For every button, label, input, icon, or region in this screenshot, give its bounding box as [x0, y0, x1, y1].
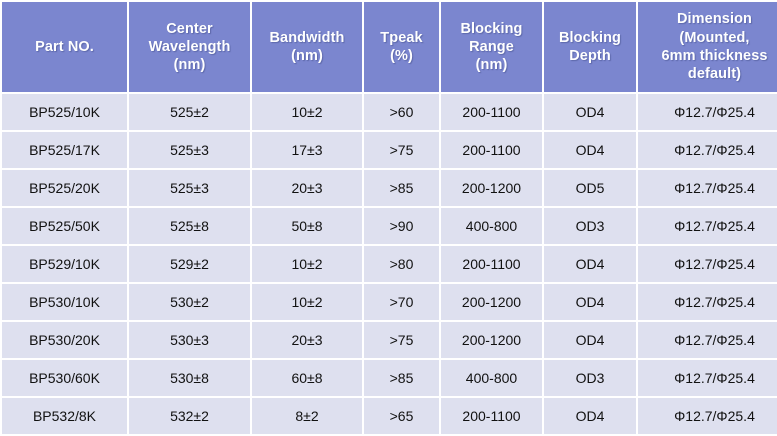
cell-bandwidth: 20±3: [252, 170, 362, 206]
column-header-part_no: Part NO.: [2, 2, 127, 92]
cell-center_wavelength: 532±2: [129, 398, 250, 434]
column-header-tpeak: Tpeak (%): [364, 2, 439, 92]
table-row: BP525/17K 525±3 17±3 >75 200-1100 OD4 Φ12.7/Φ2…: [2, 132, 777, 168]
cell-bandwidth: 10±2: [252, 284, 362, 320]
cell-dimension: Φ12.7/Φ25.4: [638, 246, 777, 282]
cell-blocking_range: 200-1200: [441, 284, 542, 320]
cell-blocking_depth: OD4: [544, 398, 636, 434]
cell-bandwidth: 60±8: [252, 360, 362, 396]
cell-tpeak: >85: [364, 360, 439, 396]
cell-bandwidth: 20±3: [252, 322, 362, 358]
table-row: BP530/60K 530±8 60±8 >85 400-800 OD3 Φ12.7/Φ25…: [2, 360, 777, 396]
cell-blocking_range: 400-800: [441, 208, 542, 244]
table-row: BP525/50K 525±8 50±8 >90 400-800 OD3 Φ12.7/Φ25…: [2, 208, 777, 244]
cell-part_no: BP525/17K: [2, 132, 127, 168]
table-row: BP530/10K 530±2 10±2 >70 200-1200 OD4 Φ12.7/Φ2…: [2, 284, 777, 320]
cell-bandwidth: 50±8: [252, 208, 362, 244]
cell-part_no: BP530/60K: [2, 360, 127, 396]
column-header-blocking_depth: Blocking Depth: [544, 2, 636, 92]
cell-bandwidth: 8±2: [252, 398, 362, 434]
cell-bandwidth: 17±3: [252, 132, 362, 168]
cell-tpeak: >70: [364, 284, 439, 320]
cell-blocking_range: 200-1200: [441, 322, 542, 358]
cell-dimension: Φ12.7/Φ25.4: [638, 208, 777, 244]
cell-dimension: Φ12.7/Φ25.4: [638, 398, 777, 434]
table-row: BP529/10K 529±2 10±2 >80 200-1100 OD4 Φ12.7/Φ2…: [2, 246, 777, 282]
table-body: BP525/10K 525±2 10±2 >60 200-1100 OD4 Φ12.7/Φ2…: [2, 94, 777, 434]
cell-blocking_depth: OD5: [544, 170, 636, 206]
cell-tpeak: >65: [364, 398, 439, 434]
cell-blocking_depth: OD4: [544, 246, 636, 282]
table-row: BP532/8K 532±2 8±2 >65 200-1100 OD4 Φ12.7/Φ25.…: [2, 398, 777, 434]
column-header-blocking_range: Blocking Range (nm): [441, 2, 542, 92]
table-row: BP530/20K 530±3 20±3 >75 200-1200 OD4 Φ12.7/Φ2…: [2, 322, 777, 358]
cell-part_no: BP529/10K: [2, 246, 127, 282]
cell-tpeak: >85: [364, 170, 439, 206]
cell-center_wavelength: 525±8: [129, 208, 250, 244]
cell-dimension: Φ12.7/Φ25.4: [638, 94, 777, 130]
cell-blocking_range: 200-1100: [441, 246, 542, 282]
cell-bandwidth: 10±2: [252, 94, 362, 130]
cell-dimension: Φ12.7/Φ25.4: [638, 132, 777, 168]
cell-bandwidth: 10±2: [252, 246, 362, 282]
cell-center_wavelength: 525±2: [129, 94, 250, 130]
table-header: Part NO. Center Wavelength (nm) Bandwidth (nm…: [2, 2, 777, 92]
cell-tpeak: >75: [364, 132, 439, 168]
column-header-bandwidth: Bandwidth (nm): [252, 2, 362, 92]
cell-part_no: BP530/20K: [2, 322, 127, 358]
table-row: BP525/10K 525±2 10±2 >60 200-1100 OD4 Φ12.7/Φ2…: [2, 94, 777, 130]
cell-dimension: Φ12.7/Φ25.4: [638, 360, 777, 396]
cell-center_wavelength: 529±2: [129, 246, 250, 282]
cell-tpeak: >80: [364, 246, 439, 282]
column-header-dimension: Dimension (Mounted, 6mm thickness default): [638, 2, 777, 92]
cell-blocking_depth: OD4: [544, 94, 636, 130]
cell-center_wavelength: 525±3: [129, 170, 250, 206]
cell-part_no: BP525/20K: [2, 170, 127, 206]
cell-blocking_range: 200-1100: [441, 398, 542, 434]
cell-blocking_depth: OD4: [544, 284, 636, 320]
cell-center_wavelength: 525±3: [129, 132, 250, 168]
cell-tpeak: >60: [364, 94, 439, 130]
cell-dimension: Φ12.7/Φ25.4: [638, 284, 777, 320]
cell-blocking_depth: OD3: [544, 208, 636, 244]
cell-blocking_range: 200-1100: [441, 132, 542, 168]
cell-blocking_range: 200-1200: [441, 170, 542, 206]
cell-blocking_range: 200-1100: [441, 94, 542, 130]
cell-blocking_depth: OD4: [544, 322, 636, 358]
cell-part_no: BP532/8K: [2, 398, 127, 434]
cell-tpeak: >90: [364, 208, 439, 244]
cell-blocking_depth: OD4: [544, 132, 636, 168]
cell-blocking_range: 400-800: [441, 360, 542, 396]
cell-center_wavelength: 530±2: [129, 284, 250, 320]
cell-part_no: BP525/50K: [2, 208, 127, 244]
cell-dimension: Φ12.7/Φ25.4: [638, 170, 777, 206]
column-header-center_wavelength: Center Wavelength (nm): [129, 2, 250, 92]
cell-center_wavelength: 530±3: [129, 322, 250, 358]
cell-blocking_depth: OD3: [544, 360, 636, 396]
table-row: BP525/20K 525±3 20±3 >85 200-1200 OD5 Φ12.7/Φ2…: [2, 170, 777, 206]
cell-part_no: BP525/10K: [2, 94, 127, 130]
cell-tpeak: >75: [364, 322, 439, 358]
cell-part_no: BP530/10K: [2, 284, 127, 320]
table-header-row: Part NO. Center Wavelength (nm) Bandwidth (nm…: [2, 2, 777, 92]
cell-center_wavelength: 530±8: [129, 360, 250, 396]
cell-dimension: Φ12.7/Φ25.4: [638, 322, 777, 358]
